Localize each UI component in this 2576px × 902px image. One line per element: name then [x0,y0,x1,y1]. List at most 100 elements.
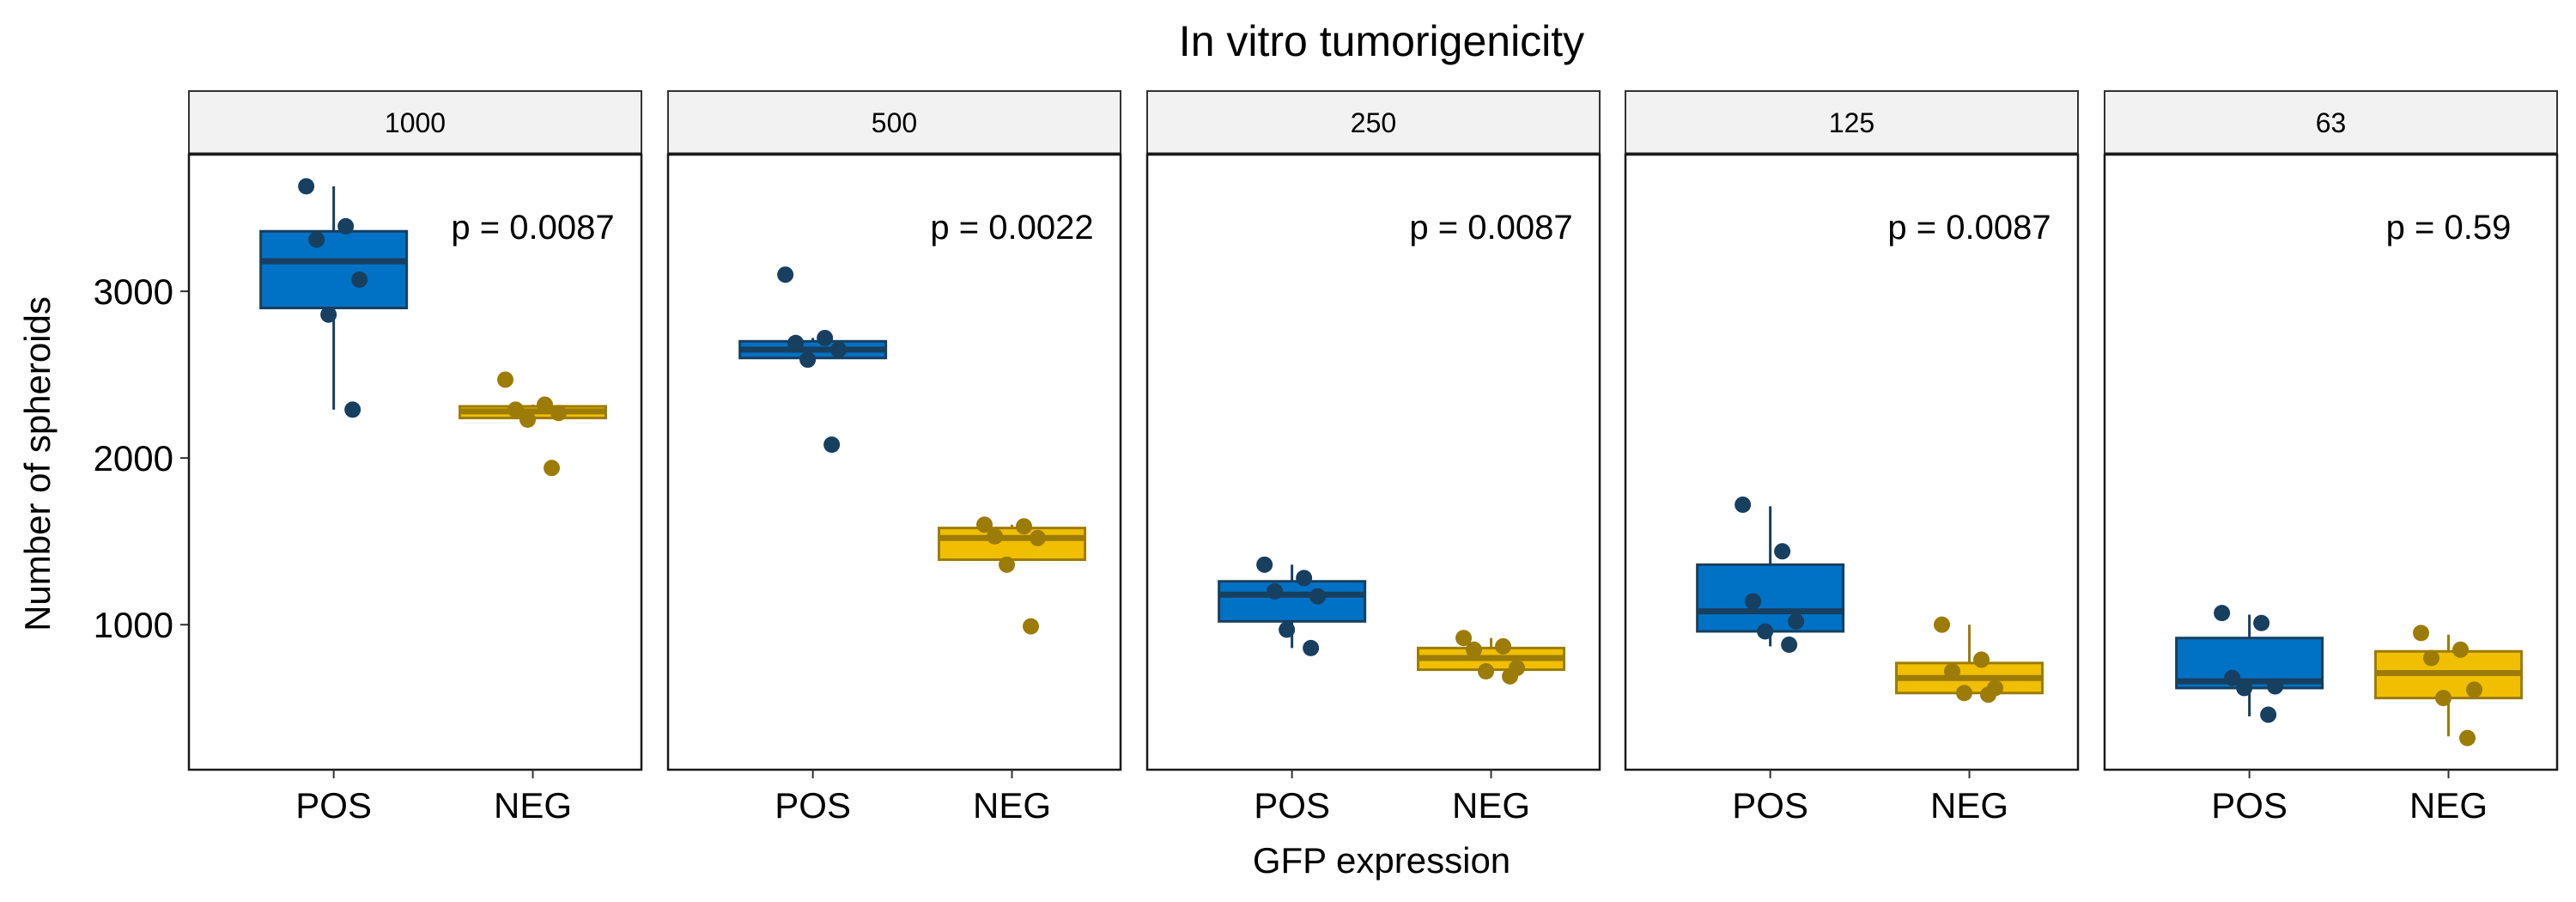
data-point [2423,649,2440,667]
data-point [1980,686,1997,704]
data-point [1944,663,1961,680]
data-point [1466,641,1483,658]
data-point [1030,529,1047,546]
data-point [1296,570,1313,587]
box-iqr [938,527,1087,562]
data-point [537,396,554,413]
facet-strip [667,90,1121,155]
data-point [976,516,993,533]
data-point [544,460,561,477]
data-point [1973,651,1990,668]
x-tick-label: POS [1254,785,1330,826]
data-point [1745,593,1762,610]
data-point [550,405,568,422]
facet-panel-63: 63 p = 0.59 POS NEG [2103,90,2559,826]
data-point [298,178,315,195]
data-point [2253,614,2270,631]
data-point [1495,637,1512,655]
x-tick-label: NEG [1930,785,2008,826]
box-pos [738,266,888,454]
x-tick-label: NEG [1452,785,1530,826]
p-value-label: p = 0.0087 [1409,209,1572,247]
box-pos [2175,605,2324,723]
facet-panels: 1000 2000 3000 1000 p = 0.0087 POS NEG 500 p = 0… [94,90,2559,826]
chart-title: In vitro tumorigenicity [1179,17,1584,65]
data-point [1267,582,1284,600]
data-point [1023,618,1040,635]
facet-label: 125 [1829,107,1874,138]
data-point [2260,706,2277,723]
p-value-label: p = 0.0087 [1887,209,2050,247]
data-point [1781,636,1798,653]
box-iqr [1696,563,1845,633]
facet-panel-500: 500 p = 0.0022 POS NEG [666,90,1122,826]
data-point [830,341,848,358]
data-point [2466,681,2483,698]
box-iqr [1218,580,1367,623]
facet-panel-1000: 1000 p = 0.0087 POS NEG [187,90,643,826]
x-tick-label: NEG [494,785,572,826]
panel-plot-area [666,153,1122,771]
facet-strip [1625,90,2079,155]
x-axis-title: GFP expression [1253,840,1510,881]
data-point [2413,625,2430,642]
data-point [787,334,805,351]
data-point [1016,518,1033,535]
data-point [2224,669,2241,686]
data-point [497,371,514,388]
data-point [1788,613,1805,630]
data-point [1757,623,1774,640]
facet-panel-125: 125 p = 0.0087 POS NEG [1624,90,2080,826]
facet-label: 1000 [385,107,446,138]
box-pos [1696,496,1845,653]
facet-strip [2104,90,2558,155]
box-neg [938,516,1087,635]
facet-label: 250 [1351,107,1396,138]
data-point [2435,690,2452,707]
box-pos [1218,556,1367,656]
data-point [1455,630,1473,647]
data-point [1956,685,1973,702]
panel-plot-area [1145,153,1601,771]
data-point [1502,667,1519,685]
data-point [320,306,337,323]
data-point [1774,543,1791,560]
x-tick-label: POS [2211,785,2287,826]
data-point [2267,678,2284,695]
y-axis-title: Number of spheroids [17,296,58,631]
data-point [1256,556,1273,573]
data-point [999,556,1016,573]
data-point [519,411,537,429]
x-tick-label: POS [295,785,372,826]
data-point [2214,605,2231,622]
facet-panel-250: 250 p = 0.0087 POS NEG [1145,90,1601,826]
data-point [1303,639,1320,656]
box-neg [2374,625,2524,747]
p-value-label: p = 0.59 [2386,209,2512,247]
x-tick-label: POS [775,785,851,826]
y-tick-label: 2000 [94,438,173,478]
panel-plot-area [187,153,643,771]
data-point [2452,641,2470,658]
x-tick-label: POS [1732,785,1808,826]
facet-strip [188,90,642,155]
p-value-label: p = 0.0087 [451,209,614,247]
facet-label: 500 [872,107,917,138]
p-value-label: p = 0.0022 [930,209,1093,247]
box-neg [459,371,608,477]
x-tick-label: NEG [973,785,1051,826]
y-tick-label: 3000 [94,271,173,312]
box-neg [1417,630,1566,685]
data-point [1735,496,1752,513]
data-point [337,217,355,235]
box-iqr [259,229,409,310]
box-neg [1895,616,2044,704]
data-point [507,401,525,418]
data-point [817,329,834,346]
data-point [1478,663,1495,680]
facet-label: 63 [2316,107,2347,138]
data-point [823,436,841,454]
facet-strip [1146,90,1601,155]
